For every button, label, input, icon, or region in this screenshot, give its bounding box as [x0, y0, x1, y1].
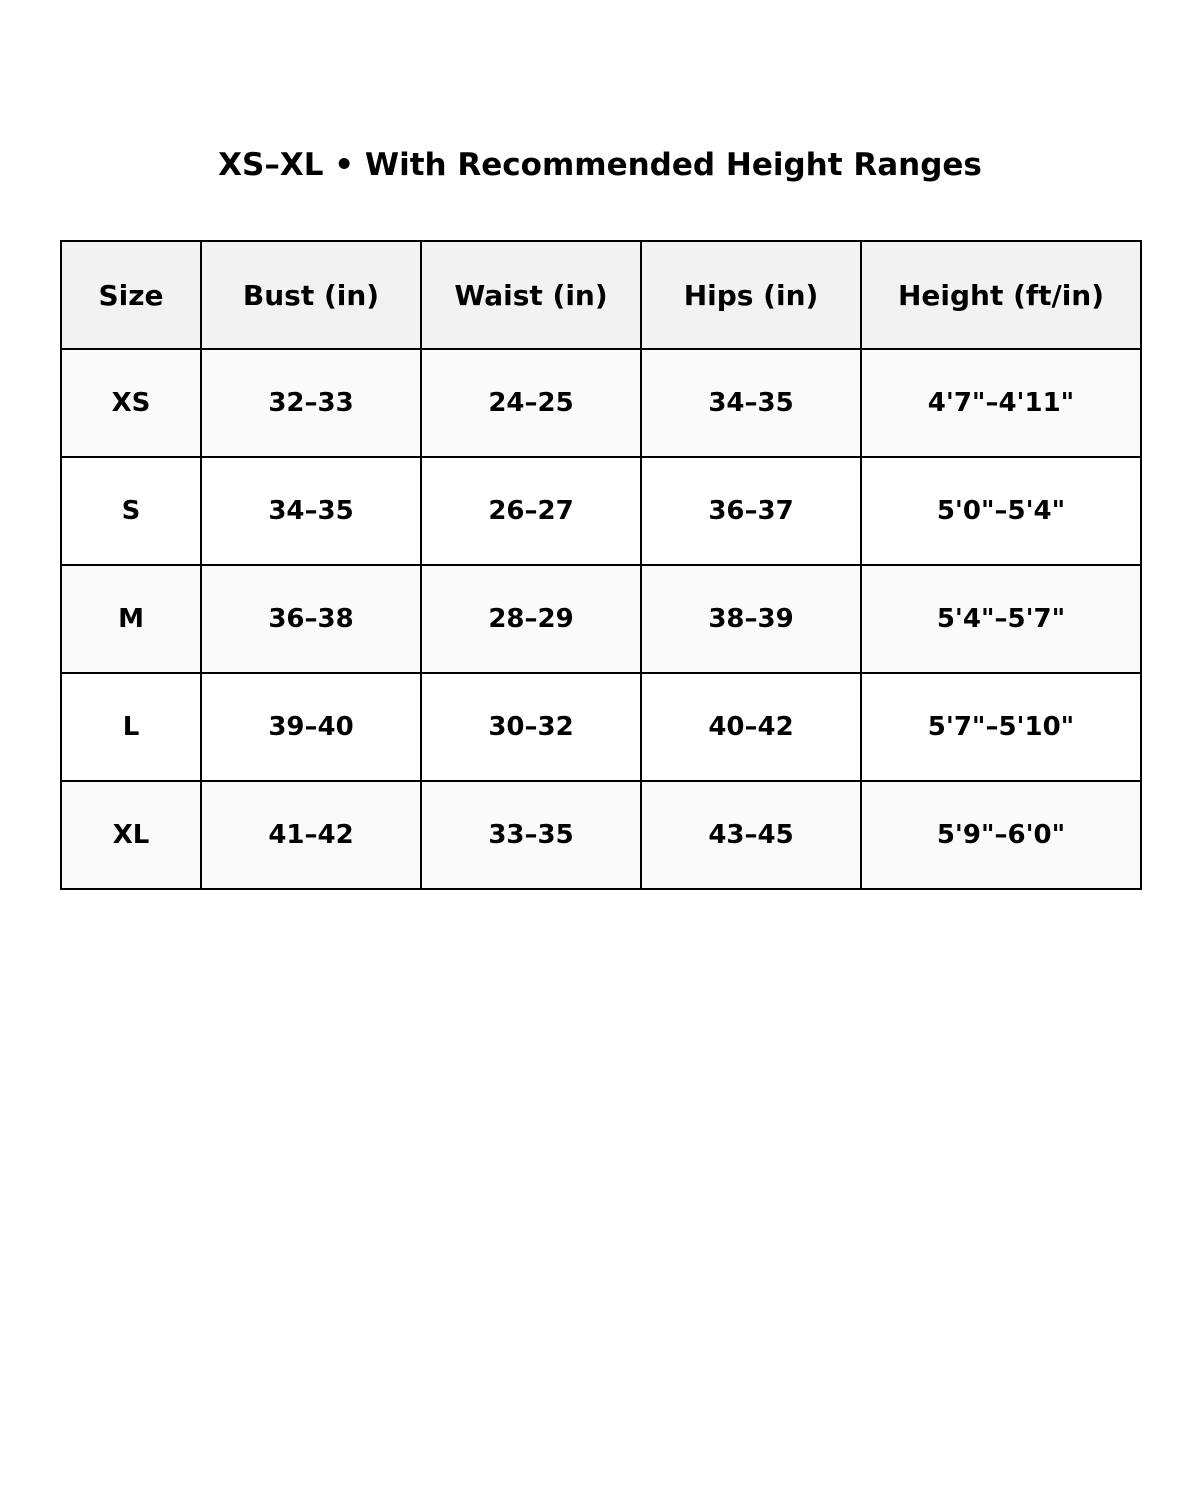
table-row: M 36–38 28–29 38–39 5'4"–5'7" — [60, 564, 1142, 674]
cell-bust: 32–33 — [200, 348, 422, 458]
cell-bust: 36–38 — [200, 564, 422, 674]
table-row: L 39–40 30–32 40–42 5'7"–5'10" — [60, 672, 1142, 782]
cell-bust: 41–42 — [200, 780, 422, 890]
header-bust: Bust (in) — [200, 240, 422, 350]
cell-hips: 34–35 — [640, 348, 862, 458]
cell-waist: 26–27 — [420, 456, 642, 566]
page-title: XS–XL • With Recommended Height Ranges — [218, 147, 982, 183]
cell-waist: 30–32 — [420, 672, 642, 782]
cell-height: 4'7"–4'11" — [860, 348, 1142, 458]
cell-size: XL — [60, 780, 202, 890]
cell-hips: 40–42 — [640, 672, 862, 782]
header-row: Size Bust (in) Waist (in) Hips (in) Heig… — [60, 240, 1142, 350]
cell-height: 5'7"–5'10" — [860, 672, 1142, 782]
cell-size: M — [60, 564, 202, 674]
cell-height: 5'0"–5'4" — [860, 456, 1142, 566]
cell-waist: 24–25 — [420, 348, 642, 458]
table-row: XS 32–33 24–25 34–35 4'7"–4'11" — [60, 348, 1142, 458]
size-chart-table: Size Bust (in) Waist (in) Hips (in) Heig… — [60, 240, 1142, 890]
header-size: Size — [60, 240, 202, 350]
cell-bust: 34–35 — [200, 456, 422, 566]
cell-hips: 36–37 — [640, 456, 862, 566]
cell-size: S — [60, 456, 202, 566]
table-row: XL 41–42 33–35 43–45 5'9"–6'0" — [60, 780, 1142, 890]
cell-hips: 38–39 — [640, 564, 862, 674]
table-row: S 34–35 26–27 36–37 5'0"–5'4" — [60, 456, 1142, 566]
cell-height: 5'9"–6'0" — [860, 780, 1142, 890]
cell-height: 5'4"–5'7" — [860, 564, 1142, 674]
cell-waist: 28–29 — [420, 564, 642, 674]
header-height: Height (ft/in) — [860, 240, 1142, 350]
cell-hips: 43–45 — [640, 780, 862, 890]
header-waist: Waist (in) — [420, 240, 642, 350]
cell-bust: 39–40 — [200, 672, 422, 782]
cell-size: XS — [60, 348, 202, 458]
header-hips: Hips (in) — [640, 240, 862, 350]
cell-waist: 33–35 — [420, 780, 642, 890]
cell-size: L — [60, 672, 202, 782]
